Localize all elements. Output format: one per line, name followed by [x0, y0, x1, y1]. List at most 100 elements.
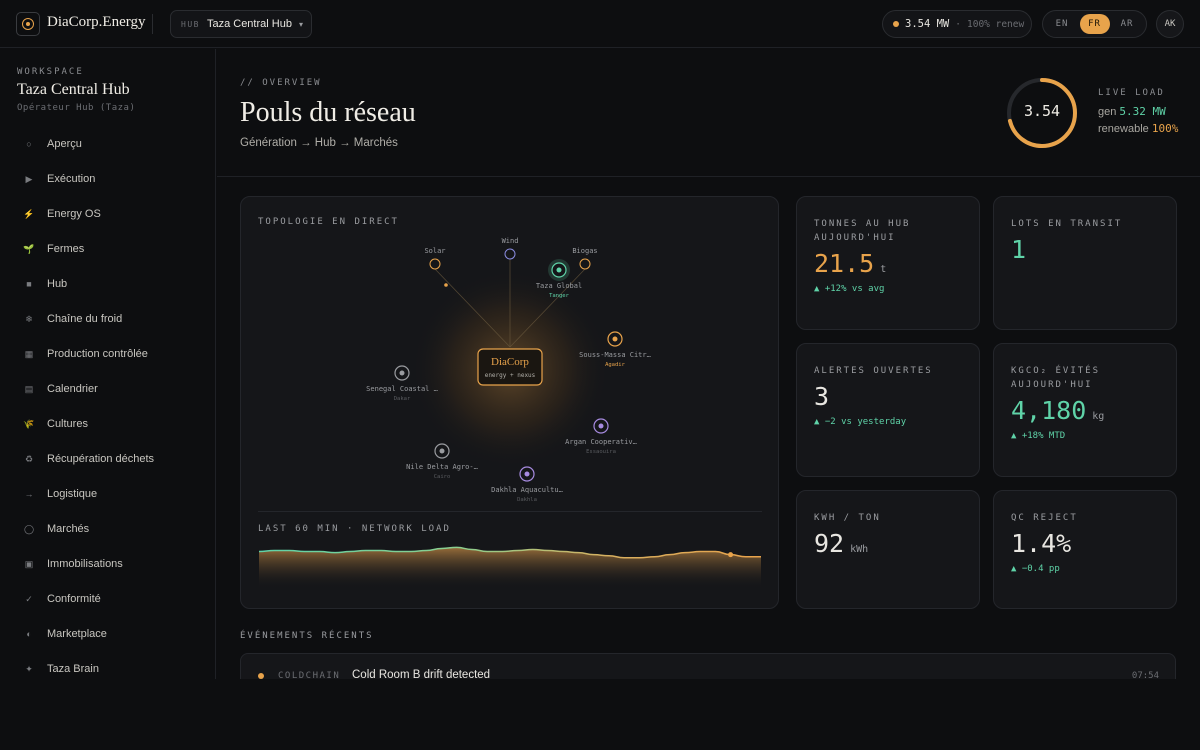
workspace-role: Opérateur Hub (Taza) — [17, 103, 136, 113]
sidebar-item-label: Hub — [47, 278, 68, 290]
sidebar-item-conformit-[interactable]: ✓ Conformité — [0, 584, 215, 614]
load-area — [259, 547, 761, 589]
lang-ar-button[interactable]: AR — [1120, 19, 1134, 29]
sidebar-item-immobilisations[interactable]: ▣ Immobilisations — [0, 549, 215, 579]
load-line — [258, 546, 761, 559]
divider — [258, 511, 762, 512]
sidebar-item-energy-os[interactable]: ⚡ Energy OS — [0, 199, 215, 229]
sprout-icon: 🌱 — [23, 243, 35, 254]
event-text: Cold Room B drift detected — [352, 669, 491, 679]
sidebar-item-logistique[interactable]: → Logistique — [0, 479, 215, 509]
topology-node-name: Argan Cooperativ… — [565, 438, 637, 446]
overview-label: // OVERVIEW — [240, 78, 322, 88]
kpi-value: 1 — [1011, 235, 1027, 264]
lang-fr-button[interactable]: FR — [1079, 14, 1110, 34]
topology-node-name: Taza Global — [536, 282, 582, 290]
topology-node-location: Dakar — [394, 396, 411, 402]
page-subtitle: Génération → Hub → Marchés — [240, 137, 398, 149]
topology-node-name: Nile Delta Agro-… — [406, 463, 478, 471]
sidebar-item-ex-cution[interactable]: ▶ Exécution — [0, 164, 215, 194]
sidebar-item-label: Production contrôlée — [47, 348, 148, 360]
kpi-unit: kg — [1092, 411, 1105, 422]
event-time: 07:54 — [1131, 671, 1159, 679]
hub-selector[interactable]: HUB Taza Central Hub ▾ — [170, 10, 312, 38]
sidebar-item-label: Marketplace — [47, 628, 107, 640]
brand-logo[interactable] — [16, 12, 40, 36]
load-current-point — [728, 552, 734, 558]
topology-node-name: Wind — [502, 237, 519, 245]
sparkle-icon: ✦ — [25, 663, 33, 674]
kpi-delta: ▲ −0.4 pp — [1011, 564, 1060, 574]
event-tag: COLDCHAIN — [278, 671, 341, 679]
topology-node-name: Senegal Coastal … — [366, 385, 438, 393]
topology-node[interactable]: Wind — [502, 237, 519, 260]
live-load-value: 3.54 — [1023, 102, 1061, 120]
sidebar-item-calendrier[interactable]: ▤ Calendrier — [0, 374, 215, 404]
sidebar-item-label: Immobilisations — [47, 558, 123, 570]
topology-node[interactable]: Dakhla Aquacultu… Dakhla — [491, 466, 563, 503]
kpi-label: ALERTES OUVERTES — [814, 366, 933, 376]
sidebar-item-r-cup-ration-d-chets[interactable]: ♻ Récupération déchets — [0, 444, 215, 474]
kpi-card-qc[interactable]: QC REJECT 1.4% ▲ −0.4 pp — [993, 490, 1177, 609]
power-status-pill[interactable]: 3.54 MW · 100% renew — [882, 10, 1032, 38]
sidebar-item-production-contr-l-e[interactable]: ▦ Production contrôlée — [0, 339, 215, 369]
sidebar-item-fermes[interactable]: 🌱 Fermes — [0, 234, 215, 264]
topology-edge — [509, 268, 586, 348]
sidebar-item-marketplace[interactable]: ◐ Marketplace — [0, 619, 215, 649]
sidebar-item-label: Logistique — [47, 488, 98, 500]
recycle-icon: ♻ — [24, 453, 34, 464]
kpi-unit: t — [880, 264, 887, 275]
top-bar: DiaCorp.Energy HUB Taza Central Hub ▾ 3.… — [0, 0, 1200, 48]
topology-edge — [434, 268, 511, 348]
topology-node-location: Cairo — [434, 474, 451, 480]
brand-name[interactable]: DiaCorp.Energy — [47, 14, 146, 30]
kpi-label: KWH / TON — [814, 513, 881, 523]
renew-value: 100% — [1151, 122, 1179, 135]
snowflake-icon: ❄ — [25, 313, 33, 324]
sidebar-item-label: Chaîne du froid — [47, 313, 123, 325]
gen-value: 5.32 MW — [1119, 105, 1166, 118]
kpi-unit: kWh — [850, 544, 869, 555]
topology-node-name: Souss-Massa Citr… — [579, 351, 651, 359]
divider — [152, 14, 153, 34]
events-label: ÉVÉNEMENTS RÉCENTS — [240, 631, 374, 641]
topology-node[interactable]: Souss-Massa Citr… Agadir — [579, 331, 651, 368]
ring-icon: ◯ — [23, 523, 35, 534]
chevron-down-icon: ▾ — [298, 19, 303, 29]
kpi-card-alerts[interactable]: ALERTES OUVERTES 3 ▲ −2 vs yesterday — [796, 343, 980, 477]
kpi-card-kwh[interactable]: KWH / TON 92 kWh — [796, 490, 980, 609]
network-load-chart — [258, 546, 761, 589]
kpi-number: 4,180 — [1011, 396, 1087, 425]
kpi-value: 1.4% — [1011, 529, 1072, 558]
sidebar: WORKSPACE Taza Central Hub Opérateur Hub… — [0, 49, 216, 679]
topology-node-name: Solar — [424, 247, 445, 255]
topology-node[interactable]: Senegal Coastal … Dakar — [366, 365, 438, 402]
kpi-card-co2[interactable]: KGCO₂ ÉVITÉS AUJOURD'HUI 4,180 kg ▲ +18% … — [993, 343, 1177, 477]
sidebar-item-march-s[interactable]: ◯ Marchés — [0, 514, 215, 544]
lang-en-button[interactable]: EN — [1055, 19, 1069, 29]
topology-node[interactable]: Taza Global Tanger — [536, 259, 582, 299]
event-row[interactable]: COLDCHAIN Cold Room B drift detected 07:… — [240, 653, 1176, 679]
sidebar-item-cultures[interactable]: 🌾 Cultures — [0, 409, 215, 439]
workspace-label: WORKSPACE — [17, 67, 84, 77]
sidebar-item-aper-u[interactable]: ○ Aperçu — [0, 129, 215, 159]
sidebar-item-hub[interactable]: ■ Hub — [0, 269, 215, 299]
kpi-card-lots[interactable]: LOTS EN TRANSIT 1 — [993, 196, 1177, 330]
topology-node[interactable]: Solar — [424, 247, 446, 270]
kpi-card-tonnes[interactable]: TONNES AU HUB AUJOURD'HUI 21.5 t ▲ +12% v… — [796, 196, 980, 330]
kpi-value: 21.5 t — [814, 249, 886, 278]
kpi-delta: ▲ +18% MTD — [1011, 431, 1066, 441]
topology-node[interactable]: Argan Cooperativ… Essaouira — [565, 418, 637, 455]
language-switcher: EN FR AR — [1042, 10, 1147, 38]
avatar[interactable]: AK — [1156, 10, 1184, 38]
topology-node[interactable]: Nile Delta Agro-… Cairo — [406, 443, 478, 480]
sidebar-item-label: Marchés — [47, 523, 90, 535]
sidebar-item-cha-ne-du-froid[interactable]: ❄ Chaîne du froid — [0, 304, 215, 334]
kpi-value: 3 — [814, 382, 830, 411]
topology-node[interactable]: Biogas — [572, 247, 598, 270]
center-node[interactable]: DiaCorp energy + nexus — [477, 348, 543, 386]
sidebar-item-label: Fermes — [47, 243, 85, 255]
play-icon: ▶ — [25, 173, 33, 184]
sidebar-item-taza-brain[interactable]: ✦ Taza Brain — [0, 654, 215, 679]
grid-icon: ▦ — [24, 348, 34, 359]
